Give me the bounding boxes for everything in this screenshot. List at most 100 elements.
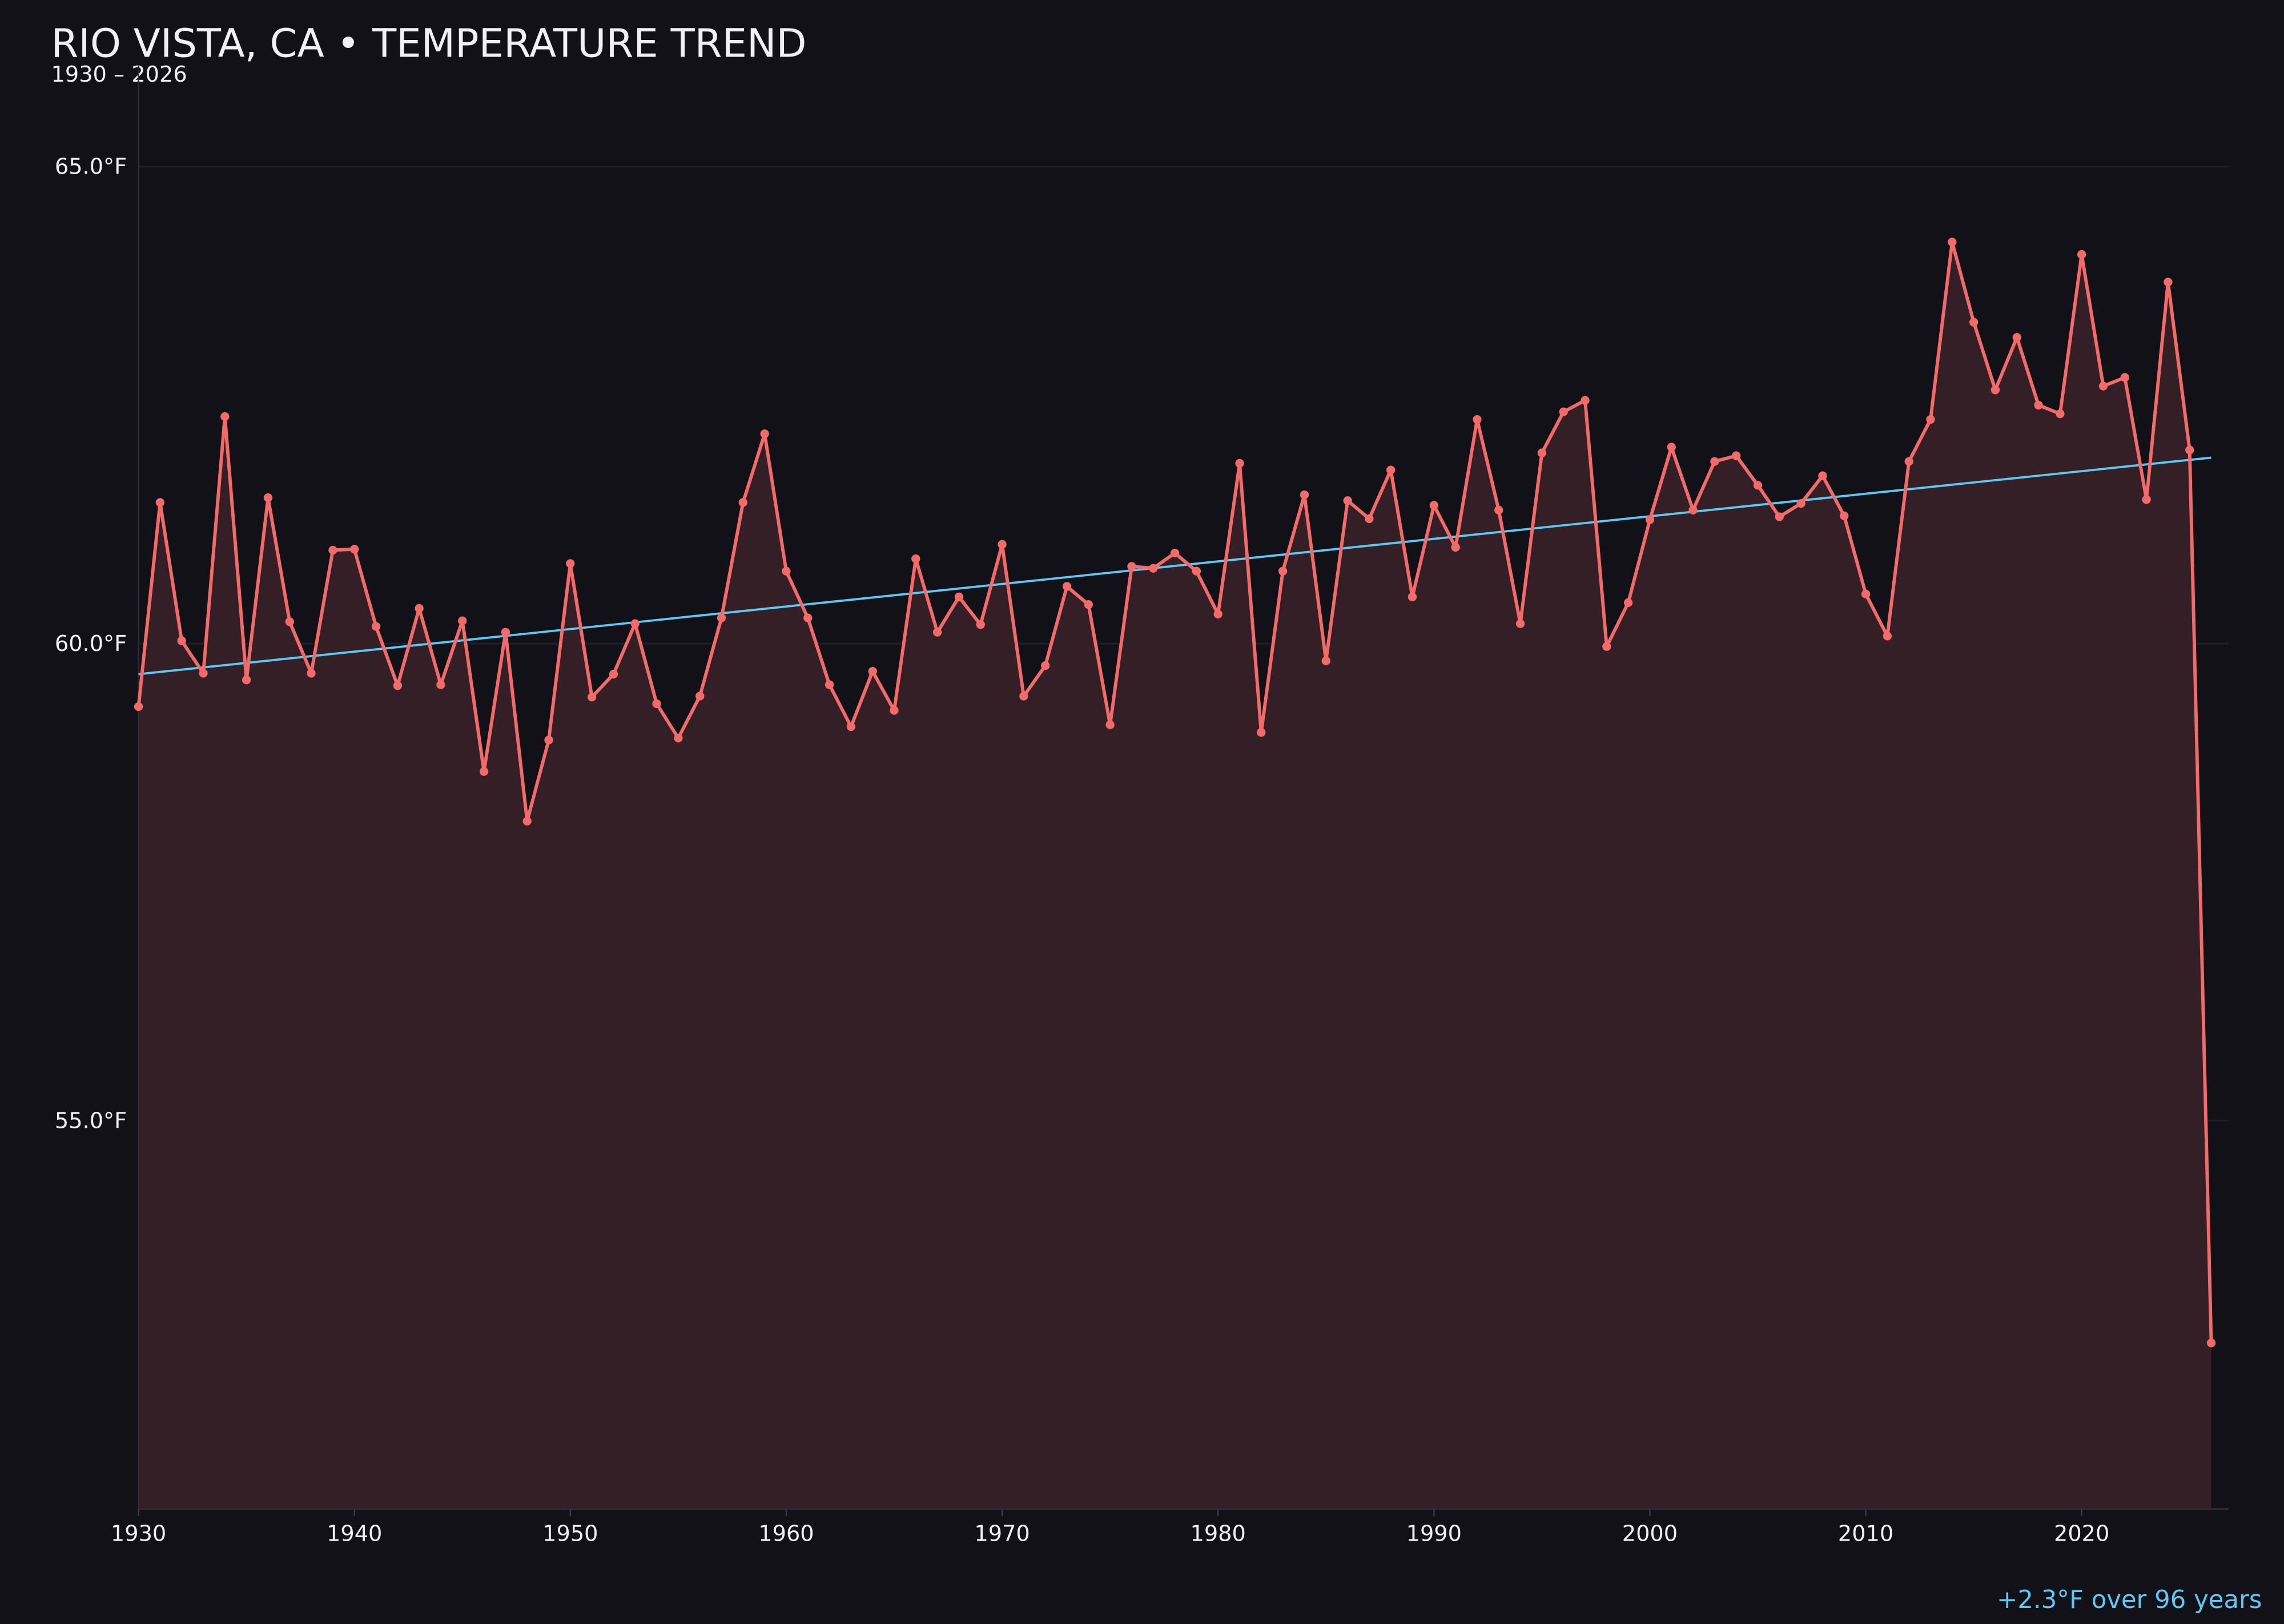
data-point bbox=[2206, 1338, 2216, 1348]
data-point bbox=[717, 613, 726, 622]
data-point bbox=[1623, 598, 1633, 608]
data-point bbox=[2034, 400, 2043, 410]
data-point bbox=[1257, 727, 1266, 737]
data-point bbox=[1861, 589, 1871, 598]
data-point bbox=[566, 559, 575, 568]
x-tick-label: 1940 bbox=[327, 1521, 382, 1547]
data-point bbox=[738, 498, 747, 507]
data-point bbox=[177, 636, 186, 645]
data-point bbox=[1494, 505, 1503, 514]
chart-title: RIO VISTA, CA • TEMPERATURE TREND bbox=[51, 21, 807, 66]
data-point bbox=[436, 680, 445, 689]
data-point bbox=[1365, 514, 1374, 523]
data-point bbox=[825, 680, 834, 689]
data-point bbox=[1645, 515, 1655, 524]
data-point bbox=[1796, 499, 1806, 508]
data-point bbox=[2012, 333, 2021, 342]
x-axis-ticks: 1930 1940 1950 1960 1970 1980 1990 2000 2010 2020 bbox=[111, 1509, 2109, 1547]
data-point bbox=[1926, 415, 1935, 424]
data-point bbox=[1170, 548, 1180, 558]
chart-subtitle: 1930 – 2026 bbox=[51, 62, 187, 87]
data-point bbox=[1775, 512, 1784, 521]
data-point bbox=[522, 817, 532, 826]
data-point bbox=[911, 554, 920, 564]
data-point bbox=[544, 735, 553, 745]
data-point bbox=[1429, 501, 1438, 510]
data-point bbox=[1515, 619, 1525, 628]
data-point bbox=[2077, 250, 2086, 259]
data-point bbox=[1537, 448, 1547, 457]
data-point bbox=[393, 681, 402, 690]
data-point bbox=[1732, 451, 1741, 460]
data-point bbox=[846, 722, 856, 731]
y-tick-label: 65.0°F bbox=[55, 154, 127, 180]
x-tick-label: 1950 bbox=[542, 1521, 598, 1547]
data-point bbox=[1084, 600, 1093, 609]
data-point bbox=[2056, 409, 2065, 419]
data-point bbox=[1559, 407, 1568, 416]
x-tick-label: 2000 bbox=[1622, 1521, 1678, 1547]
data-point bbox=[501, 628, 510, 637]
data-point bbox=[1386, 465, 1396, 475]
data-point bbox=[695, 692, 705, 701]
x-tick-label: 2020 bbox=[2054, 1521, 2109, 1547]
data-point bbox=[1473, 415, 1482, 424]
data-point bbox=[954, 592, 964, 601]
y-tick-label: 55.0°F bbox=[55, 1108, 127, 1133]
data-point bbox=[1149, 564, 1158, 573]
data-point bbox=[1062, 582, 1072, 591]
data-point bbox=[2098, 381, 2108, 391]
data-point bbox=[609, 670, 618, 679]
y-axis-ticks: 55.0°F 60.0°F 65.0°F bbox=[55, 154, 127, 1134]
data-point bbox=[242, 676, 251, 685]
data-point bbox=[932, 628, 942, 637]
data-point bbox=[652, 699, 661, 709]
data-point bbox=[1019, 692, 1028, 701]
data-point bbox=[1235, 459, 1244, 468]
trend-annotation: +2.3°F over 96 years bbox=[1997, 1586, 2262, 1614]
data-point bbox=[1948, 238, 1957, 247]
data-point bbox=[760, 429, 769, 439]
data-point bbox=[1883, 632, 1892, 641]
data-point bbox=[479, 767, 489, 776]
data-point bbox=[1904, 457, 1913, 466]
area-path bbox=[138, 242, 2211, 1509]
data-point bbox=[1041, 661, 1050, 670]
data-point bbox=[1688, 505, 1698, 514]
data-point bbox=[2185, 445, 2194, 455]
data-point bbox=[1213, 609, 1223, 619]
data-point bbox=[458, 616, 467, 625]
data-point bbox=[1581, 396, 1590, 405]
data-point bbox=[307, 669, 316, 678]
temperature-series bbox=[134, 238, 2216, 1348]
x-tick-label: 1970 bbox=[974, 1521, 1030, 1547]
data-point bbox=[1300, 490, 1309, 500]
data-point bbox=[328, 545, 337, 555]
x-tick-label: 1990 bbox=[1406, 1521, 1462, 1547]
data-point bbox=[2120, 373, 2129, 382]
area-fill bbox=[138, 242, 2211, 1509]
data-point bbox=[1451, 542, 1460, 552]
axes bbox=[138, 65, 2229, 1510]
data-point bbox=[285, 617, 294, 626]
data-point bbox=[1710, 457, 1719, 466]
data-point bbox=[674, 733, 683, 743]
data-point bbox=[1602, 642, 1611, 651]
data-point bbox=[371, 622, 381, 631]
data-point bbox=[1408, 592, 1417, 601]
data-point bbox=[1991, 385, 2000, 395]
data-point bbox=[890, 706, 899, 715]
data-point bbox=[220, 412, 230, 421]
data-point bbox=[976, 620, 985, 629]
data-point bbox=[1278, 566, 1288, 576]
data-point bbox=[415, 604, 424, 613]
data-point bbox=[1969, 317, 1979, 327]
x-tick-label: 1930 bbox=[111, 1521, 166, 1547]
trend-line-path bbox=[138, 456, 2211, 676]
data-point bbox=[1321, 656, 1330, 665]
data-point bbox=[1818, 471, 1827, 480]
data-point bbox=[350, 545, 359, 554]
data-point bbox=[782, 566, 791, 576]
data-point bbox=[868, 667, 877, 676]
